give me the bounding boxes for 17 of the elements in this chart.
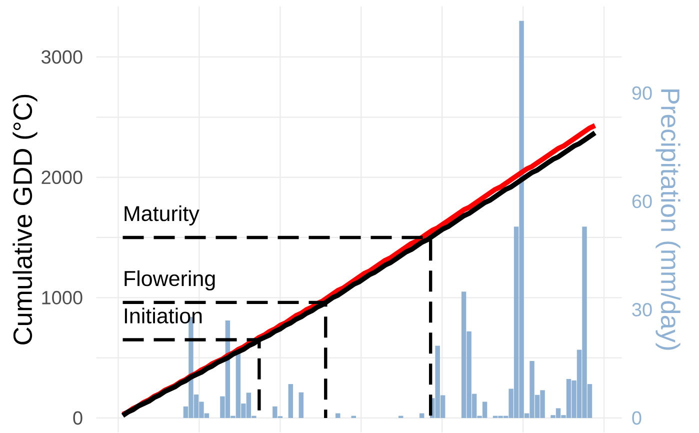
ref-line-label: Flowering [124, 270, 215, 290]
y-tick-label: 2000 [42, 170, 82, 184]
bar [298, 392, 304, 418]
y-tick-label: 0 [73, 411, 82, 425]
y2-tick-label: 0 [632, 411, 642, 425]
y2-tick-label: 30 [632, 302, 652, 316]
ref-line-label: Initiation [124, 308, 202, 324]
y2-axis-title: Precipitation (mm/day) [656, 90, 680, 350]
y2-tick-label: 90 [632, 86, 652, 100]
y-axis-title: Cumulative GDD (°C) [12, 94, 38, 344]
y2-tick-label: 60 [632, 194, 652, 208]
bar [288, 384, 294, 418]
y-tick-label: 3000 [42, 50, 82, 64]
y-tick-label: 1000 [42, 290, 82, 304]
bar [419, 413, 424, 418]
bar [336, 413, 340, 418]
ref-line-label: Maturity [124, 205, 200, 226]
